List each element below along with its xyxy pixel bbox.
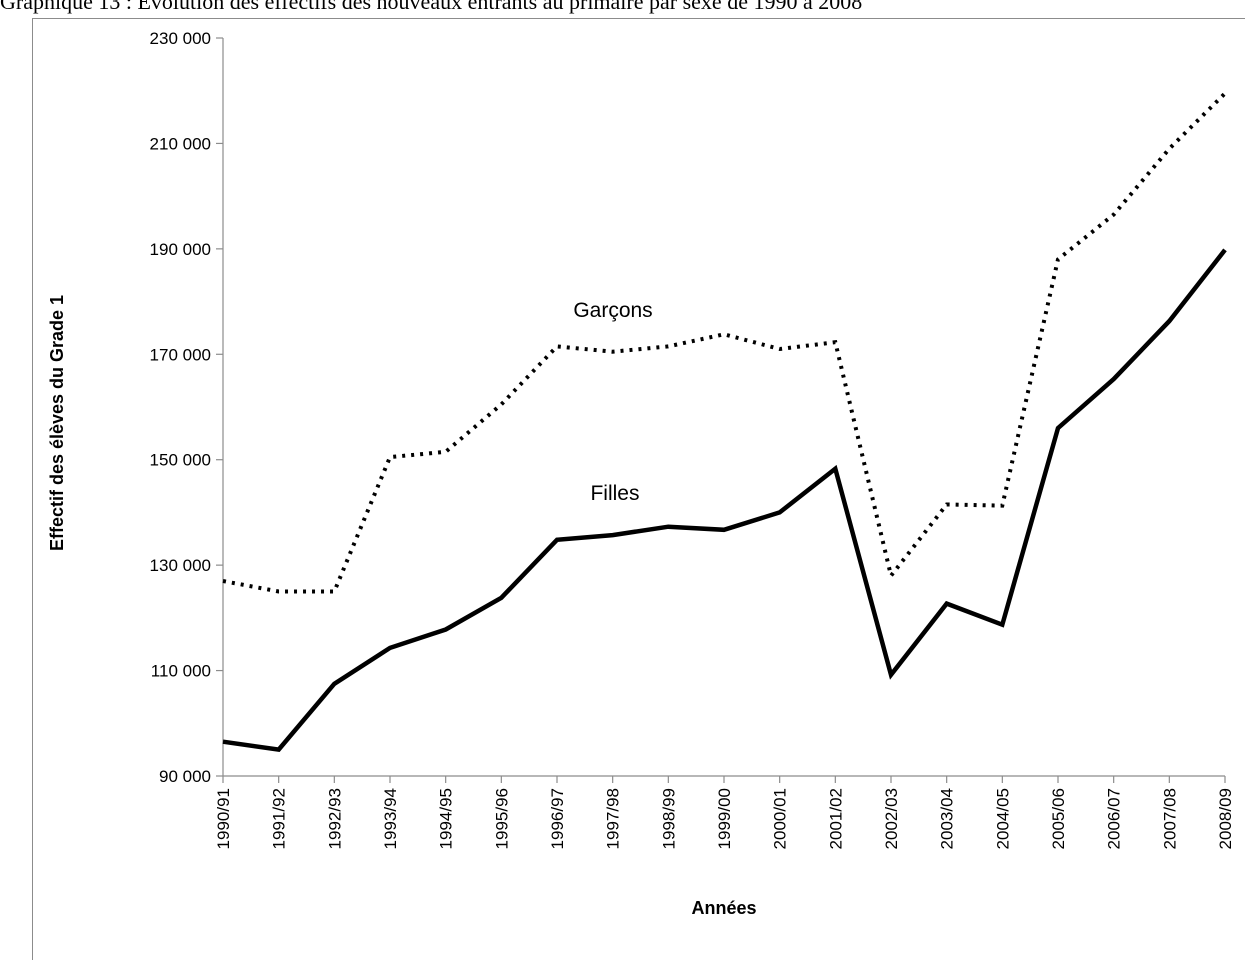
page-title: Graphique 13 : Évolution des effectifs d… xyxy=(0,0,1245,17)
y-tick-label: 230 000 xyxy=(150,29,211,48)
y-axis-title: Effectif des élèves du Grade 1 xyxy=(47,295,67,551)
line-chart: 90 000 110 000 130 000 150 000 170 000 190 00… xyxy=(33,19,1245,961)
x-tick-label: 2004/05 xyxy=(993,788,1012,849)
x-tick-label: 1990/91 xyxy=(214,788,233,849)
series-line-garcons xyxy=(223,93,1225,591)
series-lines xyxy=(223,93,1225,749)
x-tick-label: 1993/94 xyxy=(381,788,400,849)
x-tick-label: 1995/96 xyxy=(492,788,511,849)
y-tick-label: 210 000 xyxy=(150,134,211,153)
y-tick-label: 150 000 xyxy=(150,451,211,470)
y-tick-label: 190 000 xyxy=(150,240,211,259)
axes xyxy=(223,38,1225,776)
y-tick-label: 90 000 xyxy=(159,767,211,786)
x-tick-label: 2001/02 xyxy=(826,788,845,849)
series-line-filles xyxy=(223,250,1225,750)
x-tick-label: 1998/99 xyxy=(659,788,678,849)
y-axis-ticks: 90 000 110 000 130 000 150 000 170 000 190 00… xyxy=(150,29,223,786)
series-label-garcons: Garçons xyxy=(573,299,652,322)
x-tick-label: 1994/95 xyxy=(437,788,456,849)
x-tick-label: 2005/06 xyxy=(1049,788,1068,849)
x-tick-label: 2008/09 xyxy=(1216,788,1235,849)
chart-frame: 90 000 110 000 130 000 150 000 170 000 190 00… xyxy=(32,18,1245,960)
x-tick-label: 2002/03 xyxy=(882,788,901,849)
x-tick-label: 1997/98 xyxy=(604,788,623,849)
y-tick-label: 130 000 xyxy=(150,556,211,575)
x-tick-label: 2006/07 xyxy=(1105,788,1124,849)
x-tick-label: 2000/01 xyxy=(771,788,790,849)
x-axis-title: Années xyxy=(691,898,756,918)
x-tick-label: 1996/97 xyxy=(548,788,567,849)
x-tick-label: 1992/93 xyxy=(325,788,344,849)
y-tick-label: 110 000 xyxy=(151,662,211,681)
x-tick-label: 1999/00 xyxy=(715,788,734,849)
x-tick-label: 1991/92 xyxy=(270,788,289,849)
x-tick-label: 2003/04 xyxy=(938,788,957,849)
y-tick-label: 170 000 xyxy=(150,345,211,364)
series-label-filles: Filles xyxy=(590,482,639,505)
x-axis-ticks: 1990/91 1991/92 1992/93 1993/94 1994/95 1995/… xyxy=(214,776,1235,849)
x-tick-label: 2007/08 xyxy=(1160,788,1179,849)
